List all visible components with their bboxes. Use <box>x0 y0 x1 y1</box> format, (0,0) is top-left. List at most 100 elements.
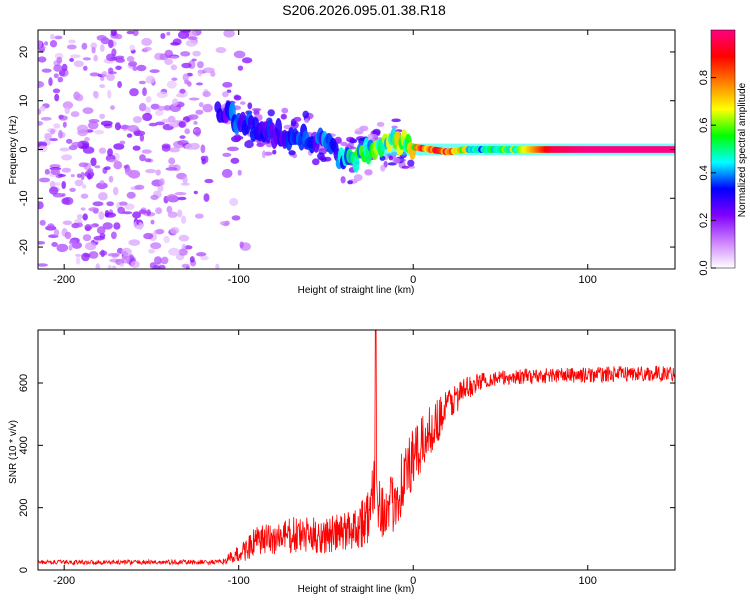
spectrogram-blob <box>124 203 135 210</box>
spectrogram-blob <box>78 162 89 168</box>
spectrogram-blob <box>38 241 46 245</box>
spectrogram-blob <box>49 129 56 135</box>
colorbar-tick-label: 0.0 <box>698 260 710 275</box>
spectrogram-blob <box>113 161 123 170</box>
spectrogram-blob <box>156 91 168 99</box>
snr-ylabel: SNR (10 * v/v) <box>8 420 19 484</box>
spectrogram-blob <box>126 126 137 132</box>
spectrogram-blob <box>138 80 146 85</box>
spectrogram-blob <box>126 133 133 138</box>
spectrogram-blob <box>82 234 92 242</box>
spectrogram-blob <box>180 182 191 186</box>
spectrogram-blob <box>168 157 175 165</box>
spectrogram-blob <box>141 149 152 154</box>
spectrogram-blob <box>38 177 51 183</box>
spectrogram-blob <box>288 150 296 156</box>
spectrogram-blob <box>194 213 204 219</box>
spectrogram-blob <box>198 102 204 108</box>
spectrogram-blob <box>62 196 74 206</box>
spectrogram-blob <box>99 44 105 52</box>
spectrogram-blob <box>401 165 410 169</box>
spectrogram-blob <box>64 231 72 240</box>
spectrogram-blob <box>184 143 197 150</box>
spectrogram-blob <box>263 151 273 156</box>
spectrogram-blob <box>92 201 104 207</box>
spectrogram-ytick-label: 10 <box>18 95 30 107</box>
spectrogram-blob <box>71 141 83 148</box>
spectrogram-blob <box>119 140 126 145</box>
spectrogram-blob <box>193 190 198 195</box>
spectrogram-blob <box>188 97 200 101</box>
spectrogram-blob <box>163 235 170 244</box>
spectrogram-blob <box>166 80 177 89</box>
spectrogram-xlabel: Height of straight line (km) <box>298 285 415 296</box>
spectrogram-blob <box>100 249 105 258</box>
spectrogram-blob <box>215 47 227 54</box>
spectrogram-blob <box>50 168 60 175</box>
spectrogram-blob <box>178 248 188 256</box>
spectrogram-blob <box>181 263 190 269</box>
spectrogram-blob <box>49 180 56 188</box>
spectrogram-blob <box>62 220 73 226</box>
spectrogram-blob <box>44 132 52 140</box>
spectrogram-blob <box>96 35 107 41</box>
spectrogram-ylabel: Frequency (Hz) <box>8 116 19 185</box>
spectrogram-blob <box>117 81 122 88</box>
spectrogram-blob <box>68 244 73 251</box>
spectrogram-blob <box>68 39 76 44</box>
spectrogram-blob <box>148 248 156 254</box>
spectrogram-blob <box>113 143 125 150</box>
spectrogram-blob <box>104 166 111 171</box>
spectrogram-blob <box>179 135 186 139</box>
spectrogram-blob <box>96 226 106 235</box>
spectrogram-blob <box>172 98 179 106</box>
spectrogram-blob <box>38 56 47 63</box>
spectrogram-blob <box>340 176 346 184</box>
spectrogram-blob <box>53 73 59 79</box>
spectrogram-blob <box>82 184 87 189</box>
spectrogram-blob <box>215 263 220 269</box>
spectrogram-blob <box>53 229 60 237</box>
colorbar-tick-label: 0.4 <box>698 165 710 180</box>
spectrogram-blob <box>247 102 253 110</box>
spectrogram-blob <box>113 222 121 230</box>
spectrogram-blob <box>101 71 108 78</box>
spectrogram-blob <box>145 75 156 84</box>
spectrogram-blob <box>106 201 114 207</box>
spectrogram-blob <box>53 64 63 72</box>
spectrogram-blob <box>81 252 90 262</box>
spectrogram-blob <box>149 262 157 269</box>
spectrogram-blob <box>380 164 386 172</box>
spectrogram-blob <box>108 175 114 183</box>
spectrogram-blob <box>47 223 55 230</box>
snr-xtick-label: 0 <box>410 575 416 587</box>
spectrogram-blob <box>161 256 169 264</box>
spectrogram-blob <box>139 134 145 142</box>
spectrogram-blob <box>143 46 152 52</box>
spectrogram-blob <box>117 206 126 214</box>
spectrogram-blob <box>102 222 113 230</box>
spectrogram-blob <box>83 65 88 71</box>
spectrogram-blob <box>128 61 138 67</box>
spectrogram-blob <box>179 30 191 33</box>
spectrogram-blob <box>281 107 289 114</box>
spectrogram-blob <box>133 130 146 136</box>
spectrogram-blob <box>267 109 275 117</box>
spectrogram-blob <box>167 211 178 218</box>
spectrogram-blob <box>178 234 190 242</box>
colorbar-tick-label: 0.6 <box>698 118 710 133</box>
spectrogram-blob <box>154 256 162 265</box>
snr-xtick-label: 100 <box>579 575 597 587</box>
colorbar: 0.0 0.2 0.4 0.6 0.8 Normalized spectral ampl… <box>698 29 748 276</box>
spectrogram-blob <box>98 147 107 154</box>
spectrogram-blob <box>85 225 93 231</box>
spectrogram-blob <box>168 247 180 256</box>
spectrogram-blob <box>106 53 116 62</box>
spectrogram-blob <box>197 69 203 77</box>
spectrogram-blob <box>251 108 262 112</box>
spectrogram-blob <box>106 73 115 82</box>
spectrogram-blob <box>68 239 77 245</box>
snr-ticks: -200 -100 0 100 0 200 400 600 <box>18 330 675 587</box>
spectrogram-blob <box>91 47 96 54</box>
spectrogram-blob <box>75 222 83 228</box>
